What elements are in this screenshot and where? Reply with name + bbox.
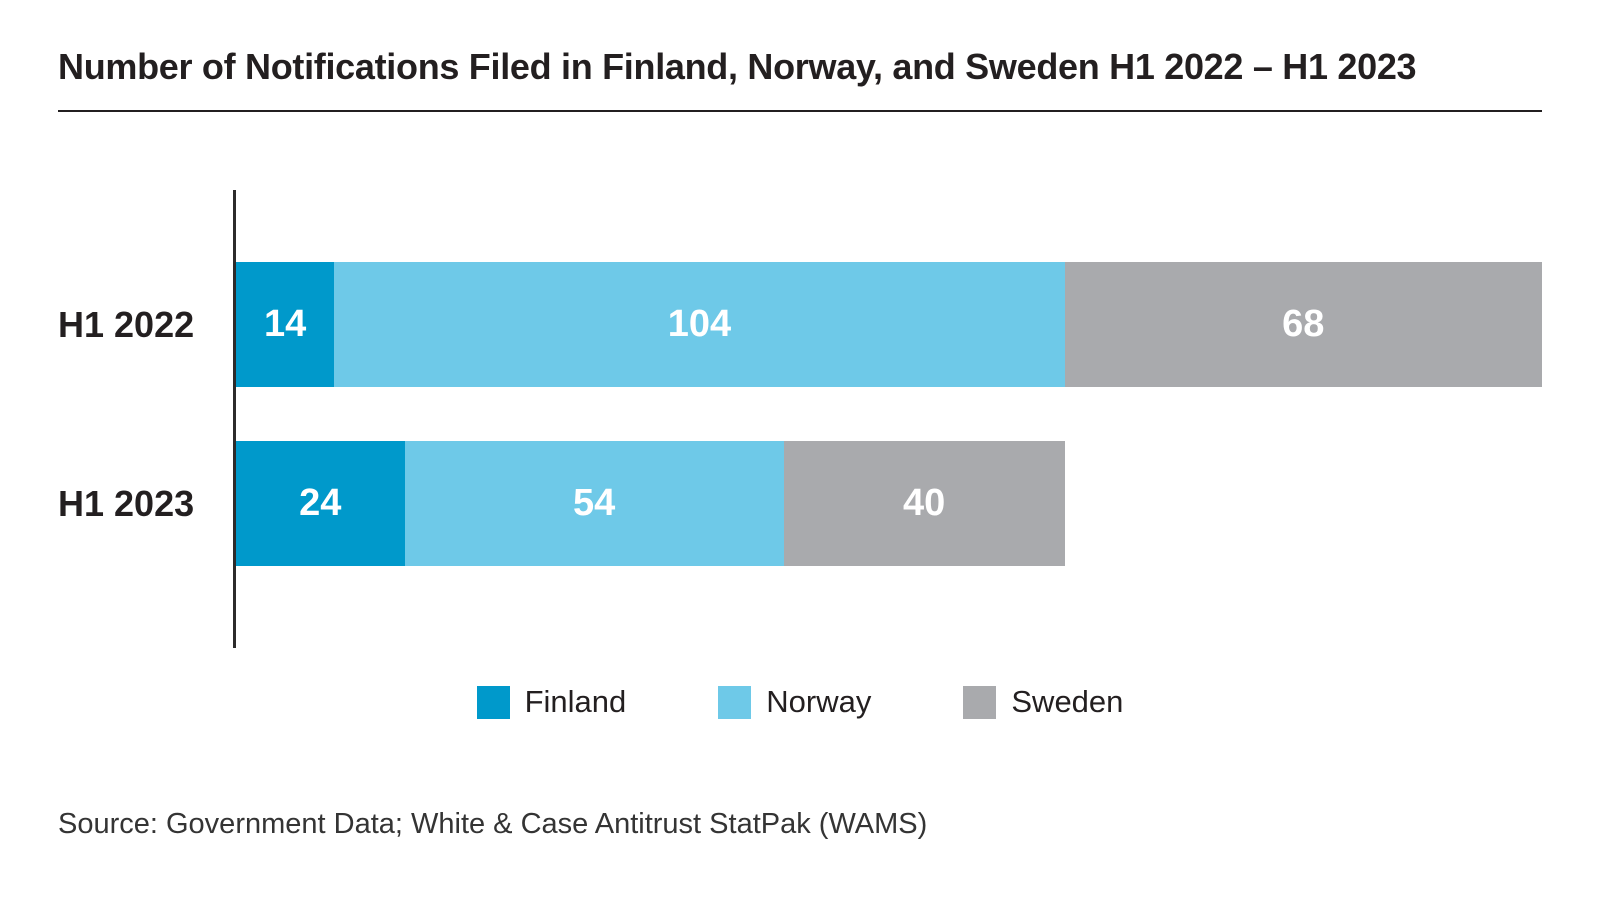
bar-segment-norway: 104 — [334, 262, 1065, 387]
y-axis-line — [233, 190, 236, 648]
chart-title: Number of Notifications Filed in Finland… — [58, 46, 1417, 87]
source-note: Source: Government Data; White & Case An… — [58, 808, 928, 840]
bar-segment-finland: 24 — [236, 441, 405, 566]
bar-row: H1 2023 24 54 40 — [0, 441, 1600, 566]
category-label: H1 2023 — [58, 482, 195, 524]
segment-value-label: 40 — [902, 482, 946, 524]
legend-label: Sweden — [1011, 684, 1124, 719]
category-label: H1 2022 — [58, 303, 195, 345]
bar-segment-finland: 14 — [236, 262, 335, 387]
legend-swatch-norway — [718, 685, 752, 719]
legend: Finland Norway Sweden — [58, 684, 1542, 720]
legend-swatch-sweden — [963, 685, 997, 719]
legend-item-norway: Norway — [718, 684, 871, 720]
bar-segment-sweden: 40 — [783, 441, 1065, 566]
segment-value-label: 54 — [572, 482, 616, 524]
segment-value-label: 14 — [264, 303, 307, 345]
legend-label: Finland — [524, 684, 627, 719]
segment-value-label: 68 — [1282, 303, 1325, 345]
segment-value-label: 24 — [299, 482, 342, 524]
legend-swatch-finland — [476, 685, 510, 719]
title-divider — [58, 110, 1542, 112]
bar-row: H1 2022 14 104 68 — [0, 262, 1600, 387]
legend-item-finland: Finland — [476, 684, 627, 720]
legend-label: Norway — [766, 684, 872, 719]
bar-segment-sweden: 68 — [1064, 262, 1542, 387]
legend-item-sweden: Sweden — [963, 684, 1123, 720]
segment-value-label: 104 — [667, 303, 732, 345]
stacked-bar: 14 104 68 — [236, 262, 1542, 387]
bar-segment-norway: 54 — [404, 441, 784, 566]
stacked-bar: 24 54 40 — [236, 441, 1065, 566]
